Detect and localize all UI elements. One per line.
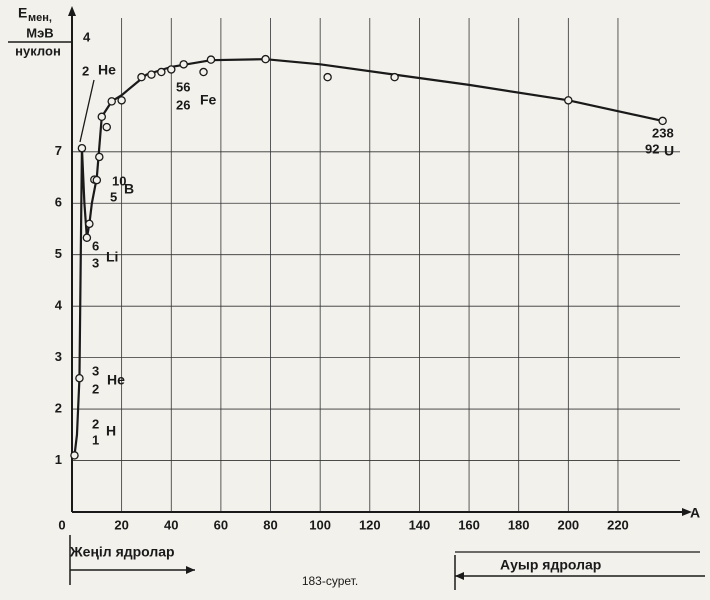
data-point: [95, 152, 104, 162]
arrow-head: [186, 566, 195, 574]
mass-number: 238: [652, 125, 674, 140]
x-tick-label: 60: [214, 517, 228, 532]
mass-number: 56: [176, 79, 190, 94]
arrow-head: [68, 6, 76, 16]
data-point: [157, 67, 166, 77]
data-point: [102, 122, 111, 132]
x-tick-label: 160: [458, 517, 480, 532]
y-tick-label: 4: [55, 298, 63, 313]
element-symbol: H: [106, 423, 116, 439]
data-point: [77, 143, 87, 153]
data-point: [147, 70, 156, 79]
data-point: [85, 219, 94, 229]
charge-number: 3: [92, 255, 99, 270]
data-point: [179, 60, 188, 69]
y-tick-label: 7: [55, 143, 62, 158]
data-point: [117, 96, 126, 105]
data-point: [167, 65, 176, 74]
charge-number: 26: [176, 97, 190, 112]
mass-number: 10: [112, 173, 126, 188]
y-tick-label: 6: [55, 195, 62, 210]
y-label-symbol: E: [18, 5, 27, 21]
x-tick-label: 120: [359, 517, 381, 532]
x-tick-label: 140: [409, 517, 431, 532]
data-point: [70, 451, 79, 460]
mass-number: 4: [83, 29, 91, 44]
light-nuclei-label: Жеңіл ядролар: [69, 544, 175, 560]
element-symbol: Fe: [200, 92, 217, 108]
heavy-nuclei-label: Ауыр ядролар: [500, 557, 601, 573]
x-tick-label: 0: [58, 517, 65, 532]
data-point: [82, 233, 92, 242]
element-symbol: He: [107, 372, 125, 388]
data-point: [564, 96, 573, 105]
y-label-unit: МэВ: [26, 25, 53, 40]
data-point: [199, 67, 208, 77]
mass-number: 3: [92, 363, 99, 378]
element-symbol: He: [98, 62, 116, 78]
x-label: A: [690, 505, 700, 521]
y-tick-label: 3: [55, 349, 62, 364]
x-tick-label: 180: [508, 517, 530, 532]
x-tick-label: 220: [607, 517, 629, 532]
caption: 183-сурет.: [302, 574, 358, 588]
data-point: [658, 116, 667, 126]
element-symbol: Li: [106, 249, 118, 265]
data-point: [107, 97, 116, 106]
charge-number: 92: [645, 141, 659, 156]
y-tick-label: 5: [55, 246, 62, 261]
pointer: [79, 79, 95, 143]
y-tick-label: 2: [55, 401, 62, 416]
charge-number: 2: [82, 63, 89, 78]
x-tick-label: 200: [557, 517, 579, 532]
x-tick-label: 80: [263, 517, 277, 532]
data-point: [137, 72, 146, 82]
data-point: [390, 72, 399, 82]
data-point: [75, 373, 84, 383]
x-tick-label: 100: [309, 517, 331, 532]
mass-number: 2: [92, 416, 99, 431]
x-tick-label: 20: [114, 517, 128, 532]
charge-number: 2: [92, 381, 99, 396]
charge-number: 1: [92, 432, 99, 447]
x-tick-label: 40: [164, 517, 178, 532]
arrow-head: [682, 508, 692, 516]
y-tick-label: 1: [55, 452, 62, 467]
element-symbol: U: [664, 143, 674, 159]
data-point: [97, 112, 107, 122]
charge-number: 5: [110, 189, 117, 204]
data-point: [261, 54, 270, 64]
arrow-head: [455, 572, 464, 580]
data-point: [206, 55, 216, 64]
y-label-subscript: мен,: [28, 12, 52, 24]
data-point: [323, 72, 332, 82]
mass-number: 6: [92, 238, 99, 253]
y-label-denominator: нуклон: [15, 43, 61, 58]
element-symbol: B: [124, 181, 134, 197]
data-point: [92, 175, 102, 185]
